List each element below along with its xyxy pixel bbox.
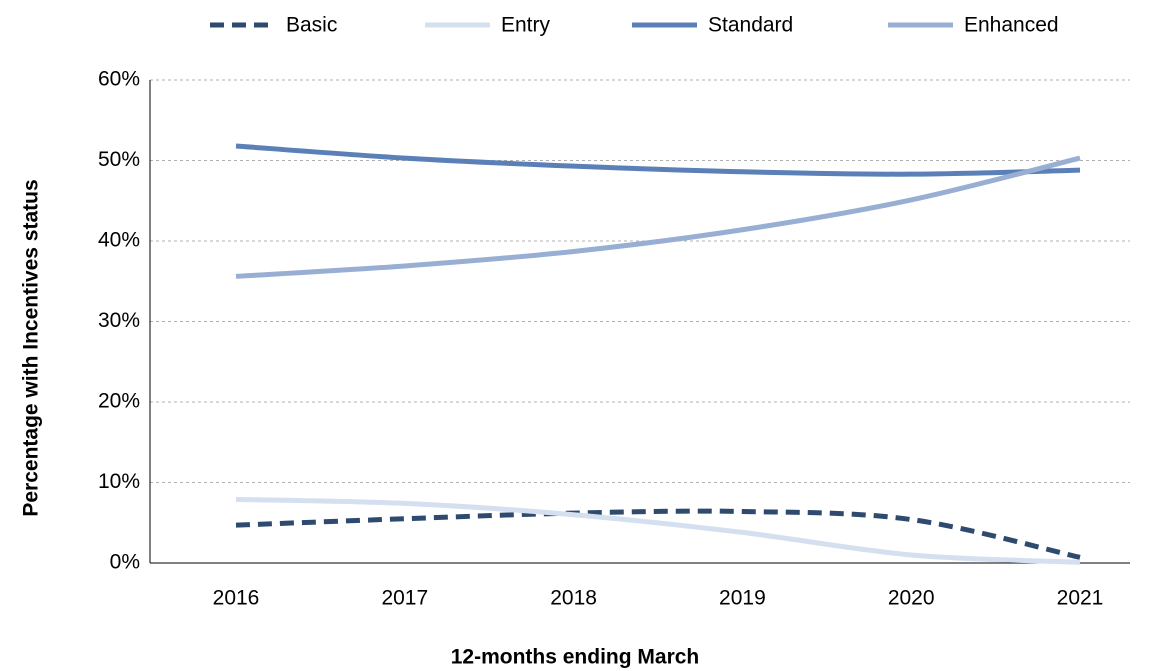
x-tick-label: 2019 bbox=[719, 587, 766, 610]
y-axis-label: Percentage with Incentives status bbox=[20, 179, 43, 516]
y-tick-label: 50% bbox=[98, 148, 140, 171]
x-tick-label: 2016 bbox=[213, 587, 260, 610]
x-tick-label: 2020 bbox=[888, 587, 935, 610]
y-tick-label: 20% bbox=[98, 390, 140, 413]
x-tick-label: 2018 bbox=[550, 587, 597, 610]
legend-label: Enhanced bbox=[964, 14, 1059, 37]
series-line bbox=[235, 155, 1081, 279]
x-axis-label: 12-months ending March bbox=[451, 646, 700, 669]
series-line bbox=[235, 143, 1081, 177]
series-line bbox=[235, 496, 1081, 565]
x-tick-label: 2017 bbox=[381, 587, 428, 610]
y-tick-label: 60% bbox=[98, 68, 140, 91]
x-tick-label: 2021 bbox=[1057, 587, 1104, 610]
legend-label: Entry bbox=[501, 14, 551, 37]
y-tick-label: 0% bbox=[110, 551, 140, 574]
legend-label: Standard bbox=[708, 14, 793, 37]
legend-label: Basic bbox=[286, 14, 337, 37]
y-tick-label: 30% bbox=[98, 309, 140, 332]
series-line bbox=[235, 508, 1081, 560]
y-tick-label: 40% bbox=[98, 229, 140, 252]
y-tick-label: 10% bbox=[98, 470, 140, 493]
